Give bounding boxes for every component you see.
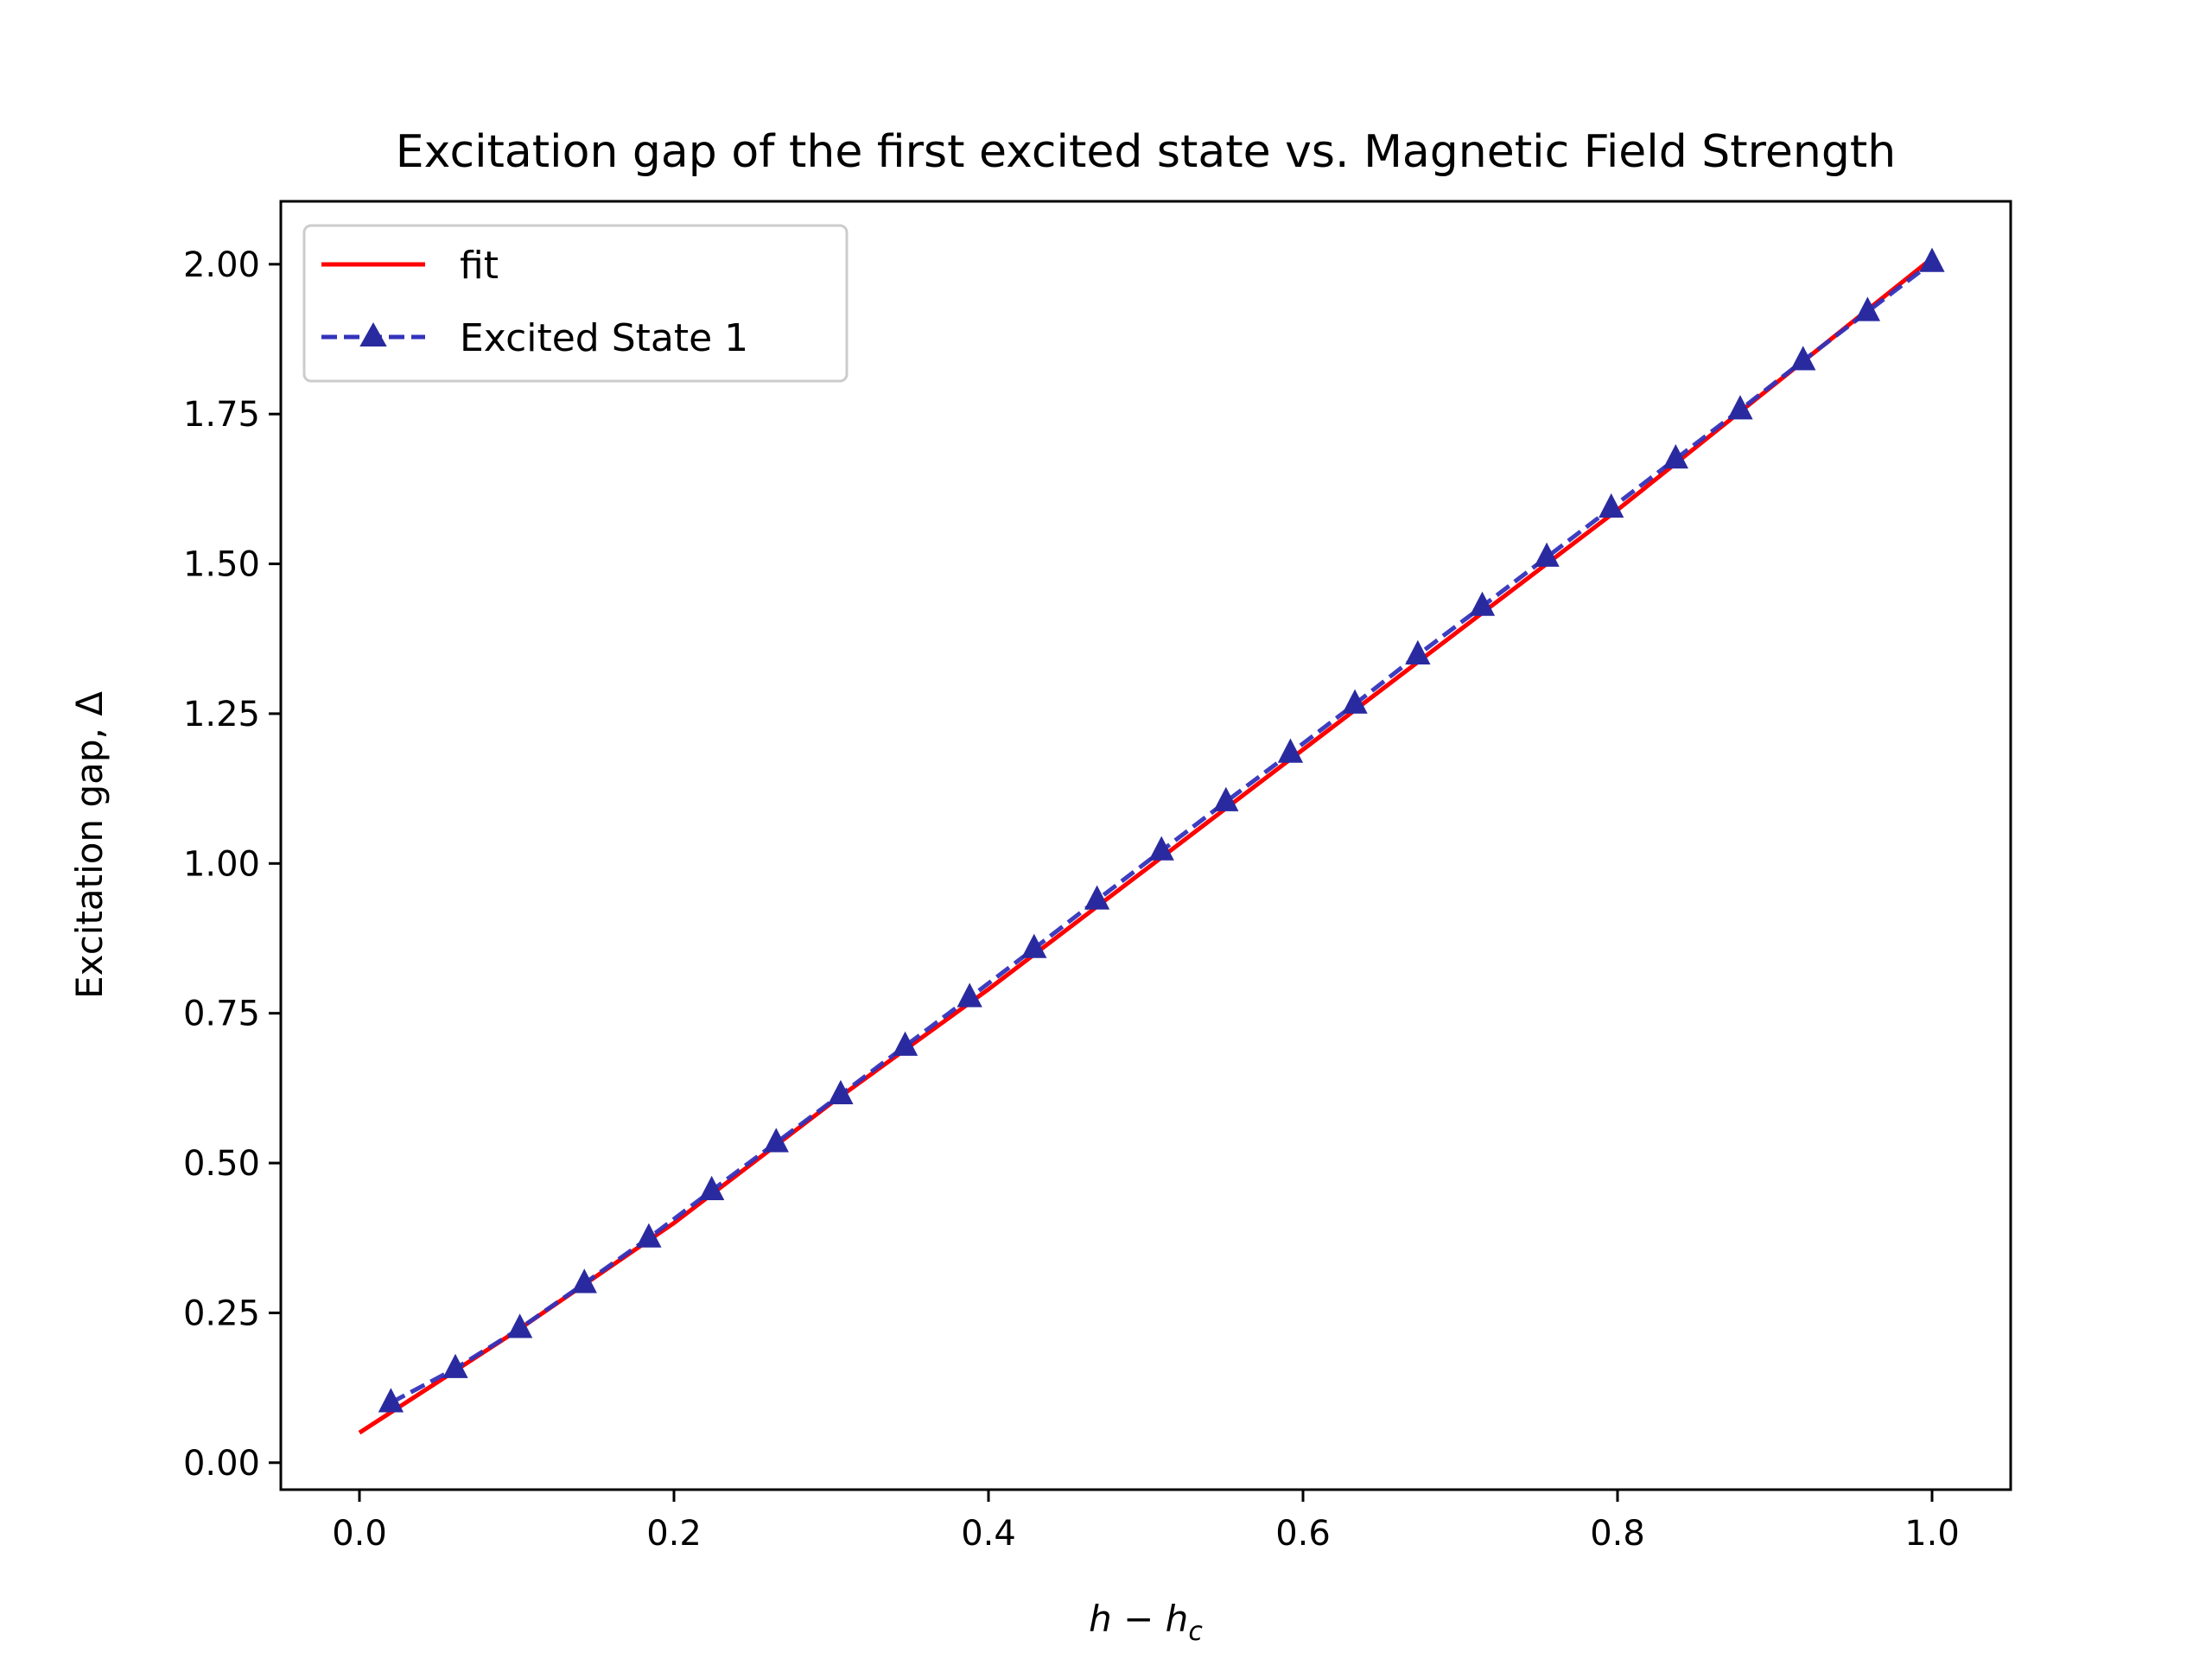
legend-label-excited-state-1: Excited State 1 — [460, 316, 748, 360]
legend-box — [302, 224, 849, 383]
data-point-marker — [1534, 542, 1560, 567]
data-point-marker — [1213, 786, 1239, 811]
x-tick-label: 0.0 — [332, 1514, 387, 1554]
data-point-marker — [1405, 639, 1431, 664]
data-point-marker — [1148, 836, 1174, 861]
data-point-marker — [1084, 885, 1110, 910]
y-tick-label: 1.50 — [183, 545, 260, 585]
x-axis-label-subscript: c — [1188, 1617, 1203, 1647]
x-tick-label: 0.2 — [646, 1514, 702, 1554]
legend: fit Excited State 1 — [302, 224, 849, 383]
x-axis-label-main: h − h — [1089, 1598, 1188, 1640]
data-point-marker — [636, 1223, 662, 1248]
data-point-marker — [699, 1175, 725, 1200]
data-point-marker — [1727, 395, 1753, 420]
x-axis-ticks: 0.0 0.2 0.4 0.6 0.8 1.0 — [332, 1490, 1960, 1554]
y-axis-label: Excitation gap, Δ — [68, 691, 111, 999]
data-point-marker — [957, 982, 982, 1007]
x-tick-label: 1.0 — [1904, 1514, 1960, 1554]
data-point-marker — [892, 1031, 918, 1056]
y-tick-label: 0.25 — [183, 1294, 260, 1333]
x-tick-label: 0.8 — [1590, 1514, 1645, 1554]
data-point-marker — [1277, 738, 1304, 763]
data-point-marker — [442, 1353, 468, 1378]
y-tick-label: 1.75 — [183, 395, 260, 435]
data-point-marker — [1662, 444, 1688, 469]
legend-label-fit: fit — [460, 244, 499, 288]
data-point-marker — [378, 1388, 404, 1413]
data-point-marker — [1854, 296, 1881, 321]
data-point-marker — [1469, 591, 1496, 616]
x-tick-label: 0.6 — [1275, 1514, 1331, 1554]
data-point-marker — [763, 1128, 789, 1153]
y-tick-label: 1.00 — [183, 844, 260, 884]
y-tick-label: 0.00 — [183, 1444, 260, 1484]
y-tick-label: 0.50 — [183, 1144, 260, 1184]
x-axis-label: h − hc — [1089, 1598, 1203, 1647]
y-tick-label: 0.75 — [183, 995, 260, 1034]
y-axis-ticks: 0.00 0.25 0.50 0.75 1.00 1.25 1.50 1.75 2.00 — [183, 245, 281, 1484]
x-tick-label: 0.4 — [961, 1514, 1016, 1554]
data-point-marker — [1342, 689, 1368, 714]
plot-frame — [279, 200, 2012, 1491]
legend-marker-triangle — [359, 321, 387, 346]
data-point-marker — [1021, 933, 1047, 958]
data-point-marker — [1790, 346, 1816, 371]
data-point-marker — [506, 1313, 533, 1338]
series-layer — [358, 247, 1945, 1435]
chart-title: Excitation gap of the first excited stat… — [396, 126, 1896, 178]
data-point-marker — [828, 1079, 854, 1104]
y-tick-label: 1.25 — [183, 695, 260, 734]
data-point-marker — [1599, 493, 1624, 518]
data-point-marker — [1919, 247, 1945, 272]
data-point-marker — [571, 1268, 597, 1294]
y-tick-label: 2.00 — [183, 245, 260, 285]
